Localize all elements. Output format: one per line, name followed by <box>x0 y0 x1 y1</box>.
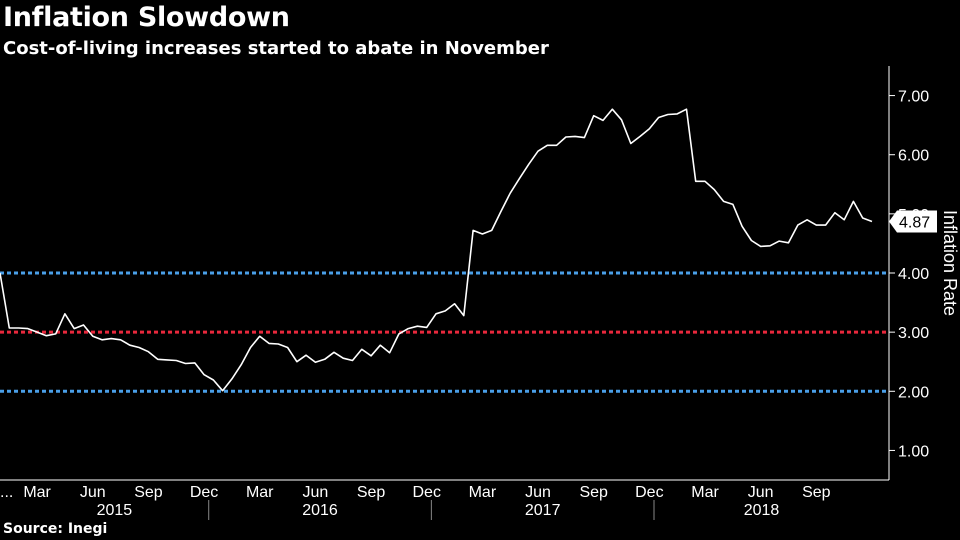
last-value-box <box>889 210 937 233</box>
x-month-label: Jun <box>303 484 329 501</box>
x-axis-ticks: ... Mar Jun Sep Dec Mar Jun Sep Dec Mar Jun Sep Dec M… <box>0 484 831 520</box>
x-year-label: 2015 <box>97 502 133 519</box>
x-year-label: 2016 <box>302 502 338 519</box>
x-month-label: Dec <box>412 484 440 501</box>
x-month-label: Sep <box>579 484 608 501</box>
reference-lines <box>0 271 889 393</box>
chart-title: Inflation Slowdown <box>3 2 290 33</box>
chart-subtitle: Cost-of-living increases started to abat… <box>3 38 549 59</box>
y-axis-ticks: 1.002.003.004.005.006.007.00 <box>889 89 929 460</box>
x-month-label: Dec <box>635 484 663 501</box>
source-note: Source: Inegi <box>3 521 108 537</box>
x-month-label: Jun <box>748 484 774 501</box>
inflation-series-line <box>0 108 873 392</box>
last-value-label: 4.87 <box>899 215 930 232</box>
y-tick-label: 2.00 <box>898 384 929 401</box>
series-layer <box>0 108 873 392</box>
y-tick-label: 4.00 <box>898 266 929 283</box>
y-tick-label: 7.00 <box>898 89 929 106</box>
y-axis-label: Inflation Rate <box>940 210 960 316</box>
x-month-label: Mar <box>469 484 497 501</box>
y-tick-label: 6.00 <box>898 148 929 165</box>
x-month-label: Sep <box>802 484 831 501</box>
x-month-label: Sep <box>134 484 163 501</box>
x-year-label: 2017 <box>525 502 561 519</box>
x-month-label: ... <box>0 484 13 501</box>
x-month-label: Jun <box>80 484 106 501</box>
x-month-label: Jun <box>525 484 551 501</box>
y-tick-label: 1.00 <box>898 443 929 460</box>
x-month-label: Mar <box>23 484 51 501</box>
x-month-label: Dec <box>190 484 218 501</box>
y-tick-label: 3.00 <box>898 325 929 342</box>
x-month-label: Mar <box>691 484 719 501</box>
last-value-callout: 4.87 <box>889 210 937 233</box>
x-month-label: Mar <box>246 484 274 501</box>
x-month-label: Sep <box>357 484 386 501</box>
x-year-label: 2018 <box>744 502 780 519</box>
